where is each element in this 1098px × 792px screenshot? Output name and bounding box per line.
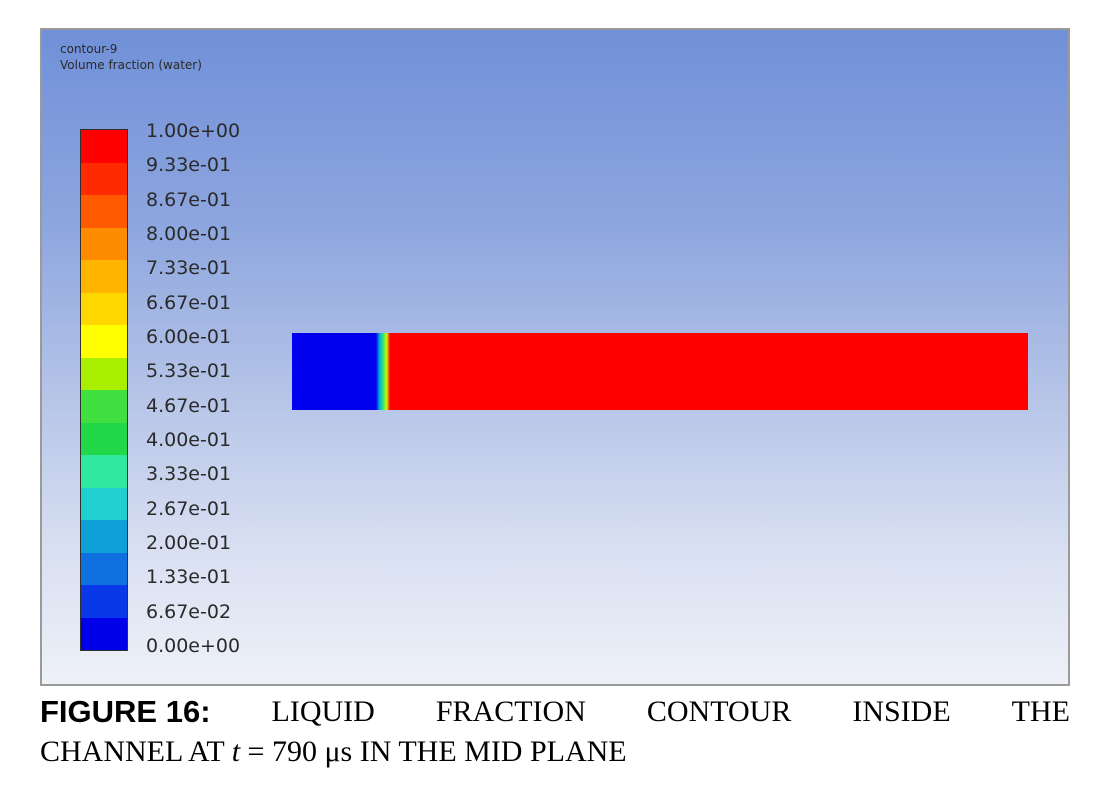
channel-domain (292, 333, 1028, 410)
legend-band-10 (81, 455, 127, 488)
legend-band-0 (81, 130, 127, 163)
legend-band-1 (81, 162, 127, 195)
legend-tick-label: 6.67e-01 (146, 291, 232, 314)
legend-band-6 (81, 325, 127, 358)
legend-tick-label: 6.67e-02 (146, 600, 232, 623)
caption-word: FRACTION (435, 695, 586, 728)
color-legend-bar (80, 129, 128, 651)
caption-line-1: FIGURE 16: LIQUID FRACTION CONTOUR INSID… (40, 692, 1070, 732)
legend-band-8 (81, 390, 127, 423)
liquid-air-interface (376, 333, 390, 410)
legend-band-5 (81, 292, 127, 325)
caption-word: INSIDE (852, 695, 951, 728)
legend-band-12 (81, 520, 127, 553)
caption-word: THE (1011, 695, 1070, 728)
legend-band-14 (81, 585, 127, 618)
legend-tick-label: 2.67e-01 (146, 497, 232, 520)
water-region (390, 333, 1028, 410)
legend-tick-label: 0.00e+00 (146, 635, 241, 658)
legend-band-7 (81, 357, 127, 390)
caption-word: LIQUID (271, 695, 375, 728)
legend-band-15 (81, 617, 127, 650)
caption-suffix: = 790 μs IN THE MID PLANE (247, 735, 627, 768)
caption-prefix: CHANNEL AT (40, 735, 225, 768)
legend-tick-label: 1.00e+00 (146, 120, 241, 142)
legend-band-4 (81, 260, 127, 293)
caption-line-2: CHANNEL AT t = 790 μs IN THE MID PLANE (40, 732, 1070, 772)
color-legend-labels: 1.00e+00 9.33e-01 8.67e-01 8.00e-01 7.33e-01… (146, 118, 240, 668)
variable-name: Volume fraction (water) (60, 58, 202, 72)
legend-tick-label: 8.67e-01 (146, 188, 232, 211)
legend-band-2 (81, 195, 127, 228)
figure-label: FIGURE 16: (40, 694, 211, 729)
legend-tick-label: 8.00e-01 (146, 223, 232, 246)
figure-caption: FIGURE 16: LIQUID FRACTION CONTOUR INSID… (40, 692, 1070, 772)
contour-name: contour-9 (60, 42, 118, 56)
legend-tick-label: 3.33e-01 (146, 463, 232, 486)
caption-word: CONTOUR (646, 695, 792, 728)
legend-band-13 (81, 552, 127, 585)
legend-tick-label: 5.33e-01 (146, 360, 232, 383)
legend-band-9 (81, 422, 127, 455)
time-variable: t (231, 735, 241, 768)
air-region (292, 333, 376, 410)
contour-viewport: contour-9 Volume fraction (water) 1.00e+… (40, 28, 1070, 686)
legend-tick-label: 9.33e-01 (146, 154, 232, 177)
legend-tick-label: 2.00e-01 (146, 532, 232, 555)
legend-tick-label: 6.00e-01 (146, 326, 232, 349)
legend-tick-label: 1.33e-01 (146, 566, 232, 589)
legend-tick-label: 4.00e-01 (146, 429, 232, 452)
legend-band-3 (81, 227, 127, 260)
legend-tick-label: 7.33e-01 (146, 257, 232, 280)
legend-tick-label: 4.67e-01 (146, 394, 232, 417)
legend-band-11 (81, 487, 127, 520)
